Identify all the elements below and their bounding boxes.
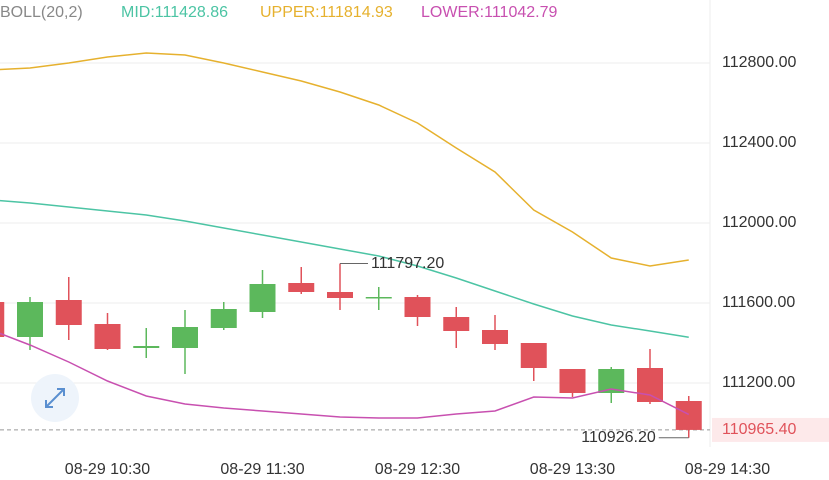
candle-body bbox=[365, 297, 392, 299]
last-price-tag bbox=[712, 417, 829, 442]
x-tick-label: 08-29 10:30 bbox=[65, 461, 151, 478]
min-label: 110926.20 bbox=[581, 429, 656, 446]
candle-body bbox=[0, 302, 5, 337]
grid bbox=[0, 62, 710, 431]
band-line bbox=[0, 199, 689, 338]
legend-entry: MID:111428.86 bbox=[121, 4, 228, 21]
candle-body bbox=[443, 317, 470, 331]
band-line bbox=[0, 52, 689, 267]
band-line bbox=[0, 332, 690, 419]
x-tick-label: 08-29 14:30 bbox=[685, 461, 771, 478]
y-tick-label: 112800.00 bbox=[722, 54, 797, 71]
candle-body bbox=[327, 292, 353, 298]
candle-body bbox=[172, 327, 198, 348]
candle-body bbox=[249, 284, 276, 312]
x-tick-label: 08-29 13:30 bbox=[530, 461, 616, 478]
legend-entry: LOWER:111042.79 bbox=[421, 4, 557, 21]
candle-body bbox=[210, 309, 237, 328]
candle-body bbox=[288, 283, 315, 292]
y-tick-label: 112000.00 bbox=[722, 214, 797, 231]
candle-body bbox=[94, 324, 121, 349]
candle-body bbox=[17, 302, 43, 337]
x-tick-label: 08-29 11:30 bbox=[220, 461, 304, 478]
y-tick-label: 112400.00 bbox=[722, 134, 797, 151]
expand-icon bbox=[45, 388, 65, 408]
max-label: 111797.20 bbox=[371, 255, 444, 272]
legend-entry: UPPER:111814.93 bbox=[260, 4, 393, 21]
candle-body bbox=[482, 330, 508, 344]
indicator-label: BOLL(20,2) bbox=[0, 4, 83, 21]
candle-body bbox=[559, 369, 586, 393]
candle-body bbox=[404, 297, 431, 317]
plot-area bbox=[0, 52, 702, 438]
candle-body bbox=[675, 401, 702, 430]
last-price-label: 110965.40 bbox=[722, 421, 797, 438]
x-tick-label: 08-29 12:30 bbox=[375, 461, 461, 478]
candle-body bbox=[133, 346, 160, 348]
candle-body bbox=[55, 300, 82, 325]
y-tick-label: 111600.00 bbox=[722, 294, 795, 311]
y-tick-label: 111200.00 bbox=[722, 374, 795, 391]
candle-body bbox=[637, 368, 663, 402]
candle-body bbox=[520, 343, 547, 368]
overlay: 111200.00 111600.00 112000.00 112400.00 1128… bbox=[65, 4, 829, 478]
